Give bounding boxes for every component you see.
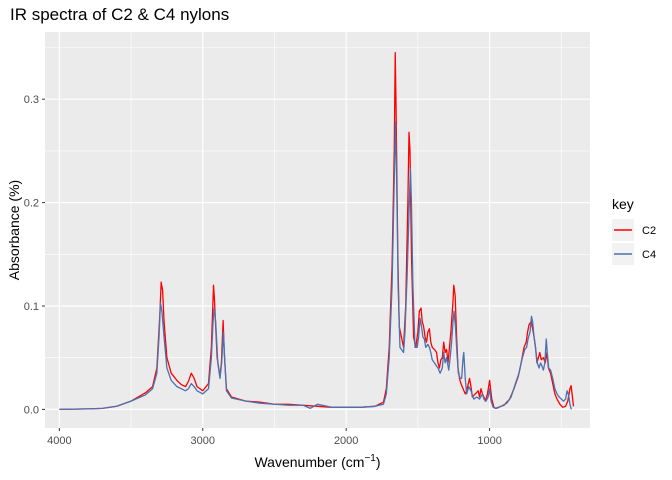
legend: key C2 C4 (612, 196, 656, 265)
x-tick-label: 2000 (334, 435, 358, 447)
x-axis-title-superscript: −1 (364, 453, 376, 464)
x-axis-title-main: Wavenumber (cm (254, 454, 364, 470)
y-axis: 0.0 0.1 0.2 0.3 (24, 94, 45, 416)
y-tick-label: 0.0 (24, 404, 39, 416)
legend-items: C2 C4 (612, 219, 656, 265)
x-axis-title: Wavenumber (cm−1) (254, 453, 380, 470)
y-tick-label: 0.1 (24, 301, 39, 313)
legend-title: key (612, 196, 634, 212)
plot-panel (45, 32, 590, 428)
x-tick-label: 3000 (191, 435, 215, 447)
x-axis: 4000 3000 2000 1000 (47, 428, 502, 447)
x-axis-title-suffix: ) (376, 454, 381, 470)
grid-major (45, 32, 590, 428)
x-tick-label: 1000 (477, 435, 501, 447)
chart-title: IR spectra of C2 & C4 nylons (10, 5, 229, 24)
y-axis-title: Absorbance (%) (6, 180, 22, 280)
y-tick-label: 0.3 (24, 94, 39, 106)
y-tick-label: 0.2 (24, 198, 39, 210)
legend-label-c2: C2 (642, 225, 656, 237)
series-layer (59, 52, 575, 411)
series-line-c2 (59, 52, 575, 411)
x-tick-label: 4000 (47, 435, 71, 447)
series-line-c4 (59, 121, 572, 411)
legend-label-c4: C4 (642, 249, 656, 261)
grid-minor (45, 32, 590, 428)
